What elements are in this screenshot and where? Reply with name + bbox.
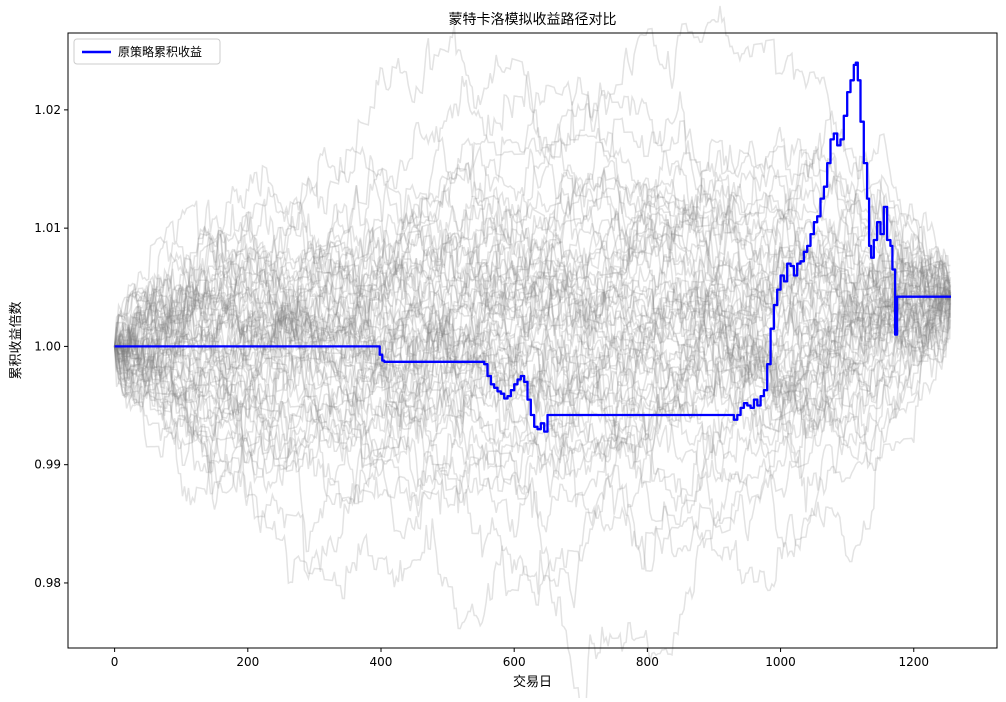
chart-title: 蒙特卡洛模拟收益路径对比	[449, 12, 617, 28]
simulation-path	[114, 75, 951, 366]
simulation-path	[114, 291, 951, 518]
simulation-path	[113, 257, 952, 512]
simulation-path	[113, 202, 952, 429]
simulation-path	[114, 264, 951, 534]
simulation-path	[114, 146, 951, 498]
simulation-path	[113, 266, 952, 553]
x-axis: 0 200 400 600 800 1000 1200	[111, 648, 929, 669]
simulation-path	[113, 24, 951, 362]
y-axis: 0.98 0.99 1.00 1.01 1.02	[34, 103, 68, 590]
x-tick-label: 1200	[898, 655, 929, 669]
simulation-path	[113, 213, 952, 400]
simulation-path	[113, 281, 952, 509]
simulation-path	[114, 230, 951, 514]
simulation-path	[114, 255, 951, 506]
x-tick-label: 600	[503, 655, 526, 669]
simulation-path	[114, 173, 951, 394]
simulation-path	[114, 299, 952, 558]
series-line-strategy	[114, 61, 951, 433]
simulation-path	[113, 277, 952, 538]
simulation-path	[113, 298, 951, 702]
y-tick-label: 1.00	[34, 339, 61, 353]
legend: 原策略累积收益	[73, 38, 221, 65]
simulation-path	[113, 249, 951, 424]
simulation-path	[114, 117, 952, 439]
simulation-path	[113, 184, 951, 411]
simulation-path	[114, 286, 951, 630]
series-layer	[114, 61, 951, 433]
simulation-path	[113, 245, 951, 582]
x-tick-label: 200	[236, 655, 259, 669]
simulation-path	[113, 281, 951, 506]
simulation-path	[114, 123, 951, 389]
x-axis-label: 交易日	[513, 674, 552, 690]
simulation-path	[114, 119, 951, 353]
simulation-path	[113, 175, 952, 419]
simulation-path	[113, 276, 952, 595]
simulation-path	[113, 198, 951, 431]
simulation-path	[113, 196, 951, 456]
x-tick-label: 1000	[765, 655, 796, 669]
x-tick-label: 400	[370, 655, 393, 669]
simulation-path	[113, 203, 952, 422]
simulation-path	[114, 195, 951, 368]
simulation-path	[113, 240, 951, 540]
simulation-path	[114, 110, 951, 398]
simulation-path	[113, 274, 951, 514]
simulation-path	[114, 236, 951, 413]
simulation-path	[114, 176, 952, 378]
simulation-path	[113, 193, 951, 424]
legend-label: 原策略累积收益	[118, 44, 202, 59]
simulation-path	[113, 5, 951, 397]
simulation-path	[114, 200, 951, 489]
simulation-path	[114, 155, 951, 367]
plot-frame	[67, 32, 998, 649]
simulation-path	[113, 175, 951, 427]
simulation-path	[114, 226, 952, 441]
simulation-path	[114, 137, 951, 365]
simulation-path	[113, 261, 951, 427]
simulation-path	[114, 211, 951, 483]
simulation-path	[113, 204, 951, 513]
x-tick-label: 800	[636, 655, 659, 669]
simulation-path	[113, 227, 952, 454]
simulation-path	[114, 248, 951, 463]
y-tick-label: 1.01	[34, 221, 61, 235]
simulation-path	[114, 198, 951, 464]
legend-box	[73, 38, 221, 65]
y-tick-label: 1.02	[34, 103, 61, 117]
simulation-path	[114, 71, 952, 416]
y-tick-label: 0.99	[34, 458, 61, 472]
simulation-path	[114, 228, 952, 423]
simulation-path	[114, 240, 951, 389]
y-tick-label: 0.98	[34, 576, 61, 590]
simulation-path	[113, 145, 952, 456]
y-axis-label: 累积收益倍数	[9, 301, 24, 379]
simulation-paths	[113, 5, 952, 702]
simulation-path	[113, 239, 951, 491]
simulation-path	[113, 101, 952, 407]
simulation-path	[114, 155, 951, 510]
simulation-path	[113, 203, 951, 447]
x-tick-label: 0	[111, 655, 119, 669]
simulation-path	[113, 183, 951, 413]
simulation-path	[114, 243, 952, 473]
simulation-path	[114, 182, 951, 426]
